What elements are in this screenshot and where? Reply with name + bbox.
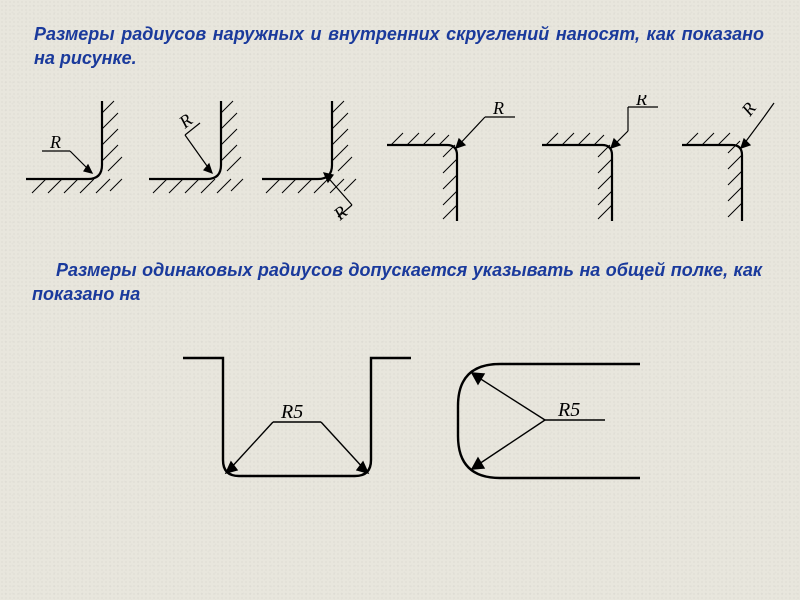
u-slot-diagram: R5 [175,340,425,510]
radius-label: R [737,98,760,120]
radius-label-r5: R5 [557,399,580,421]
radius-label: R [492,98,504,118]
fillet-diagram-3: R [260,95,380,230]
fillet-diagram-2: R [145,95,260,225]
radius-label: R [635,95,647,109]
d-slot-diagram: R5 [440,340,670,510]
intro-text-2: Размеры одинаковых радиусов допускается … [32,258,762,307]
outer-round-diagram-2: R [540,95,675,225]
intro-text-1: Размеры радиусов наружных и внутренних с… [34,22,764,71]
radius-label-r5: R5 [280,401,303,423]
radius-label: R [49,132,61,152]
fillet-diagram-1: R [22,95,142,225]
outer-round-diagram-1: R [385,95,535,225]
radius-label: R [329,202,351,225]
outer-round-diagram-3: R [680,95,795,225]
